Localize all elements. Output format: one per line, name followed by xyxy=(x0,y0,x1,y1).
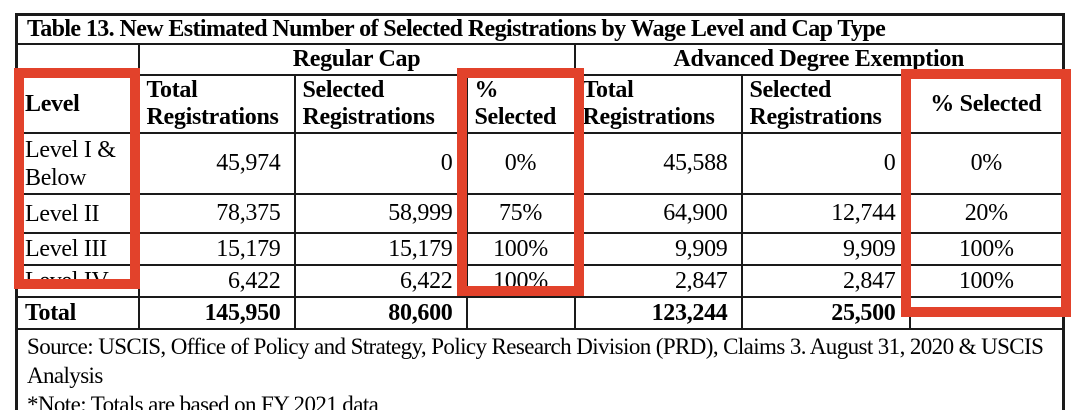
rc-total-sum-cell: 145,950 xyxy=(137,296,296,330)
ade-total-cell: 2,847 xyxy=(573,264,743,298)
column-header-level: Level xyxy=(15,74,140,134)
table-row-level-4: Level IV 6,422 6,422 100% 2,847 2,847 10… xyxy=(15,264,1065,298)
ade-selected-cell: 2,847 xyxy=(740,264,911,298)
note-text: *Note: Totals are based on FY 2021 data xyxy=(27,392,379,410)
ade-selected-cell: 12,744 xyxy=(740,193,911,234)
rc-pct-cell: 0% xyxy=(465,132,576,195)
registrations-table: Table 13. New Estimated Number of Select… xyxy=(15,13,1066,410)
level-cell: Level III xyxy=(15,232,140,266)
group-header-regular-cap: Regular Cap xyxy=(137,43,576,76)
ade-selected-cell: 0 xyxy=(740,132,911,195)
title-row: Table 13. New Estimated Number of Select… xyxy=(15,13,1065,45)
rc-total-cell: 15,179 xyxy=(137,232,296,266)
level-cell: Level IV xyxy=(15,264,140,298)
ade-total-cell: 45,588 xyxy=(573,132,743,195)
table-title: Table 13. New Estimated Number of Select… xyxy=(15,13,1065,45)
table-row-level-3: Level III 15,179 15,179 100% 9,909 9,909… xyxy=(15,232,1065,266)
table-row-level-1-below: Level I & Below 45,974 0 0% 45,588 0 0% xyxy=(15,132,1065,195)
column-header-rc-total-registrations: Total Registrations xyxy=(137,74,296,134)
ade-pct-empty-cell xyxy=(908,296,1065,330)
rc-selected-cell: 58,999 xyxy=(293,193,468,234)
ade-pct-cell: 0% xyxy=(908,132,1065,195)
cap-type-header-row: Regular Cap Advanced Degree Exemption xyxy=(15,43,1065,76)
table-row-level-2: Level II 78,375 58,999 75% 64,900 12,744… xyxy=(15,193,1065,234)
column-header-ade-percent-selected: % Selected xyxy=(908,74,1065,134)
total-label-cell: Total xyxy=(15,296,140,330)
footnote-cell: Source: USCIS, Office of Policy and Stra… xyxy=(15,328,1065,410)
rc-selected-cell: 0 xyxy=(293,132,468,195)
rc-selected-sum-cell: 80,600 xyxy=(293,296,468,330)
rc-pct-cell: 75% xyxy=(465,193,576,234)
footnote-row: Source: USCIS, Office of Policy and Stra… xyxy=(15,328,1065,410)
rc-pct-cell: 100% xyxy=(465,264,576,298)
corner-empty-cell xyxy=(15,43,140,76)
group-header-advanced-degree-exemption: Advanced Degree Exemption xyxy=(573,43,1065,76)
ade-total-sum-cell: 123,244 xyxy=(573,296,743,330)
rc-pct-empty-cell xyxy=(465,296,576,330)
ade-total-cell: 9,909 xyxy=(573,232,743,266)
column-header-ade-selected-registrations: Selected Registrations xyxy=(740,74,911,134)
column-header-rc-percent-selected: % Selected xyxy=(465,74,576,134)
rc-total-cell: 45,974 xyxy=(137,132,296,195)
ade-total-cell: 64,900 xyxy=(573,193,743,234)
ade-selected-sum-cell: 25,500 xyxy=(740,296,911,330)
rc-pct-cell: 100% xyxy=(465,232,576,266)
rc-selected-cell: 6,422 xyxy=(293,264,468,298)
column-header-ade-total-registrations: Total Registrations xyxy=(573,74,743,134)
source-text: Source: USCIS, Office of Policy and Stra… xyxy=(27,334,1044,388)
column-header-row: Level Total Registrations Selected Regis… xyxy=(15,74,1065,134)
level-cell: Level I & Below xyxy=(15,132,140,195)
ade-pct-cell: 20% xyxy=(908,193,1065,234)
rc-total-cell: 6,422 xyxy=(137,264,296,298)
rc-selected-cell: 15,179 xyxy=(293,232,468,266)
level-cell: Level II xyxy=(15,193,140,234)
ade-pct-cell: 100% xyxy=(908,264,1065,298)
ade-selected-cell: 9,909 xyxy=(740,232,911,266)
table-row-total: Total 145,950 80,600 123,244 25,500 xyxy=(15,296,1065,330)
column-header-rc-selected-registrations: Selected Registrations xyxy=(293,74,468,134)
rc-total-cell: 78,375 xyxy=(137,193,296,234)
ade-pct-cell: 100% xyxy=(908,232,1065,266)
